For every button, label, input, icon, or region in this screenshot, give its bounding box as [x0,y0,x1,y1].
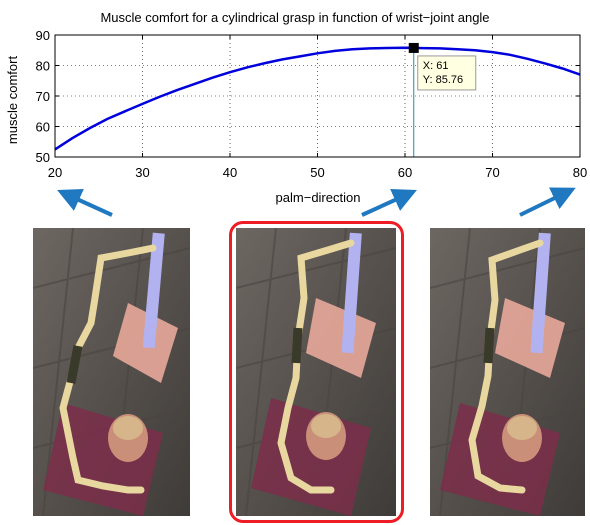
chart-title: Muscle comfort for a cylindrical grasp i… [100,10,489,25]
datatip-marker[interactable] [408,42,419,53]
x-tick-label: 30 [135,165,149,180]
datatip-y-text: Y: 85.76 [423,74,463,86]
pointer-arrow [361,189,417,217]
grasp-render-palm-20 [33,228,190,516]
plot-frame [54,34,581,158]
y-tick-label: 50 [36,150,50,165]
datatip-box: X: 61 Y: 85.76 [417,55,477,91]
x-tick-label: 40 [223,165,237,180]
comfort-chart: Muscle comfort for a cylindrical grasp i… [5,10,587,217]
y-axis-label: muscle comfort [5,56,20,145]
selected-render-highlight [229,221,404,523]
grasp-render-palm-80 [430,228,585,516]
comfort-curve [54,46,581,151]
y-tick-label: 80 [36,59,50,74]
x-tick-label: 20 [48,165,62,180]
pointer-arrows [57,187,576,217]
pointer-arrow [57,189,113,217]
y-tick-labels: 50 60 70 80 90 [36,28,50,165]
y-tick-label: 70 [36,89,50,104]
x-tick-label: 80 [573,165,587,180]
x-tick-label: 50 [310,165,324,180]
x-axis-label: palm−direction [276,190,361,205]
pointer-arrow [519,187,576,217]
y-tick-label: 60 [36,120,50,135]
y-tick-label: 90 [36,28,50,43]
datatip-x-text: X: 61 [423,60,449,72]
x-tick-labels: 20 30 40 50 60 70 80 [48,165,587,180]
grasp-render-palm-61 [236,228,396,516]
x-tick-label: 60 [398,165,412,180]
x-tick-label: 70 [485,165,499,180]
grid-lines [55,35,580,157]
